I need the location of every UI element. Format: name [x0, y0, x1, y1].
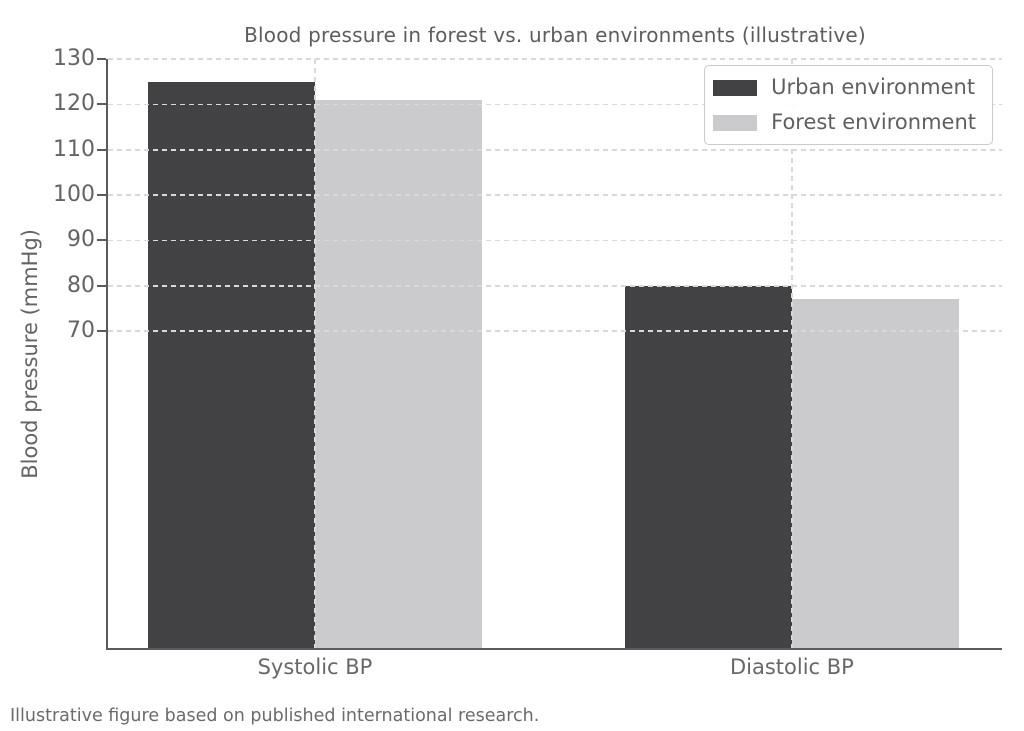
- y-tick-label-100: 100: [53, 181, 95, 207]
- y-tick-label-70: 70: [67, 317, 95, 343]
- y-tick-labels: 70 80 90 100 110 120 130: [0, 48, 95, 648]
- bar-forest-environment-diastolic-bp: [791, 299, 959, 648]
- y-tick-mark-100: [97, 193, 106, 196]
- y-tick-label-90: 90: [67, 227, 95, 253]
- x-tick-labels: Systolic BP Diastolic BP: [108, 655, 1002, 685]
- legend-label-forest: Forest environment: [771, 110, 976, 135]
- gridline-y-80: [108, 284, 1002, 287]
- plot-area: Urban environment Forest environment: [97, 58, 1002, 650]
- legend-swatch-forest: [713, 114, 758, 131]
- x-tick-label-diastolic-bp: Diastolic BP: [729, 655, 854, 679]
- y-tick-label-110: 110: [53, 136, 95, 162]
- legend-label-urban: Urban environment: [771, 75, 976, 99]
- legend-item-urban: Urban environment: [713, 75, 976, 99]
- legend-item-forest: Forest environment: [713, 110, 976, 135]
- grid-layer: [97, 58, 1002, 648]
- figure-caption: Illustrative figure based on published i…: [10, 706, 540, 726]
- y-axis-spine: [106, 59, 108, 650]
- y-tick-mark-120: [97, 103, 106, 106]
- gridline-x-diastolic-bp: [790, 59, 793, 648]
- y-tick-mark-70: [97, 329, 106, 332]
- bar-urban-environment-diastolic-bp: [624, 285, 792, 648]
- gridline-y-120: [108, 103, 1002, 106]
- y-tick-label-80: 80: [67, 272, 95, 298]
- y-tick-label-130: 130: [53, 46, 95, 71]
- gridline-y-70: [108, 330, 1002, 332]
- gridline-x-systolic-bp: [313, 59, 316, 648]
- bar-forest-environment-systolic-bp: [314, 99, 482, 648]
- gridline-y-100: [108, 194, 1002, 196]
- gridline-y-130: [108, 58, 1002, 60]
- x-axis-spine: [106, 648, 1002, 650]
- y-tick-mark-130: [97, 58, 106, 60]
- y-tick-mark-80: [97, 284, 106, 287]
- y-tick-mark-110: [97, 148, 106, 151]
- y-tick-label-120: 120: [53, 91, 95, 117]
- x-tick-label-systolic-bp: Systolic BP: [257, 655, 373, 679]
- bars-layer: [108, 59, 1002, 648]
- gridline-y-110: [108, 149, 1002, 151]
- chart-title: Blood pressure in forest vs. urban envir…: [244, 23, 866, 47]
- y-tick-mark-90: [97, 239, 106, 242]
- bar-urban-environment-systolic-bp: [147, 81, 315, 648]
- gridline-y-90: [108, 239, 1002, 242]
- legend-swatch-urban: [713, 79, 758, 96]
- legend: Urban environment Forest environment: [704, 65, 993, 146]
